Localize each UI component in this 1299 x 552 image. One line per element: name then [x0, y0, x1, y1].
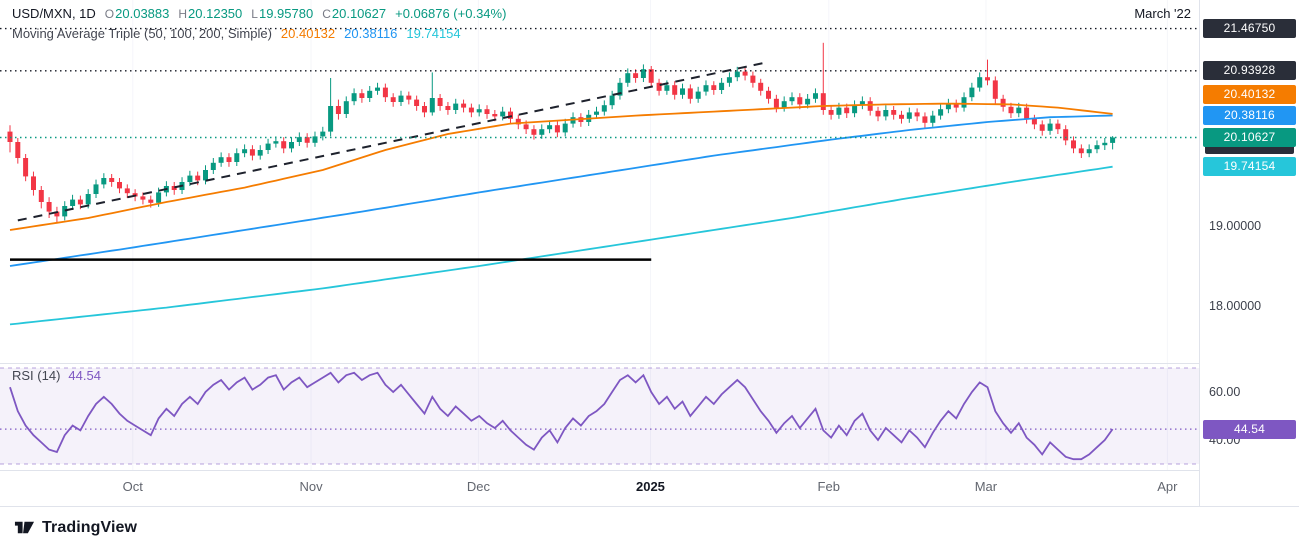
ohlc-low-label: L: [251, 7, 258, 21]
indicator-legend: Moving Average Triple (50, 100, 200, Sim…: [12, 26, 461, 41]
partially-hidden-price-badge: [1205, 145, 1294, 155]
rsi-legend: RSI (14) 44.54: [12, 368, 101, 383]
trendline[interactable]: [17, 61, 769, 222]
rsi-line: [9, 371, 1114, 461]
price-scale-badge: 20.10627: [1203, 128, 1296, 147]
price-scale-badge: 20.93928: [1203, 61, 1296, 81]
time-axis-label-apr: Apr: [1157, 479, 1178, 494]
price-scale-badge: 20.40132: [1203, 85, 1296, 104]
ohlc-close-label: C: [322, 7, 331, 21]
symbol-legend: USD/MXN, 1D O 20.03883 H 20.12350 L 19.9578…: [12, 6, 506, 21]
time-axis-label-oct: Oct: [122, 479, 143, 494]
tradingview-brand[interactable]: TradingView: [14, 517, 137, 538]
ohlc-open-label: O: [104, 7, 115, 21]
price-scale[interactable]: 19.00000 18.00000 60.00 40.00 21.46750 20.939…: [1200, 0, 1299, 506]
candlestick-series: [7, 42, 1116, 222]
ohlc-open: O 20.03883: [105, 6, 170, 21]
ohlc-close: C 20.10627: [322, 6, 386, 21]
pane-separator[interactable]: [0, 363, 1299, 364]
symbol-title[interactable]: USD/MXN, 1D: [12, 6, 96, 21]
ma100-line: [9, 114, 1113, 267]
time-axis-label-nov: Nov: [299, 479, 323, 494]
footer: TradingView: [0, 507, 1299, 552]
ohlc-low: L 19.95780: [251, 6, 313, 21]
price-scale-badge: 19.74154: [1203, 157, 1296, 177]
price-scale-badge: 20.38116: [1203, 106, 1296, 125]
ohlc-open-value: 20.03883: [115, 6, 170, 21]
chart-canvas[interactable]: [0, 0, 1199, 506]
time-axis-label-2025: 2025: [635, 479, 665, 494]
price-scale-badge: 21.46750: [1203, 19, 1296, 39]
ohlc-high: H 20.12350: [178, 6, 242, 21]
rsi-axis-label: 60.00: [1209, 385, 1241, 399]
rsi-band: [0, 368, 1199, 464]
rsi-current-value: 44.54: [68, 368, 101, 383]
time-axis-label-dec: Dec: [466, 479, 490, 494]
indicator-title[interactable]: Moving Average Triple (50, 100, 200, Sim…: [12, 26, 272, 41]
price-axis-label: 19.00000: [1209, 219, 1262, 233]
time-axis-label-mar: Mar: [974, 479, 998, 494]
change-value: +0.06876 (+0.34%): [395, 6, 507, 21]
tradingview-wordmark: TradingView: [42, 518, 138, 536]
time-axis-label-feb: Feb: [817, 479, 840, 494]
ohlc-high-label: H: [178, 7, 188, 21]
axis-separator: [0, 470, 1299, 471]
ma200-line: [9, 165, 1113, 326]
ma100-value: 20.38116: [344, 26, 398, 41]
ohlc-close-value: 20.10627: [331, 6, 387, 21]
ma200-value: 19.74154: [406, 26, 461, 41]
chart-plot-area[interactable]: [0, 0, 1199, 506]
rsi-title[interactable]: RSI (14): [12, 368, 61, 383]
chart-bottom-border: [0, 506, 1299, 507]
time-axis[interactable]: Oct Nov Dec 2025 Feb Mar Apr: [0, 470, 1199, 506]
tradingview-logo-icon: [14, 521, 35, 534]
date-annotation: March '22: [1134, 6, 1191, 21]
rsi-value-badge: 44.54: [1203, 419, 1296, 439]
ohlc-high-value: 20.12350: [188, 6, 243, 21]
ohlc-low-value: 19.95780: [258, 6, 314, 21]
price-scale-border: [1199, 0, 1200, 506]
price-axis-label: 18.00000: [1209, 299, 1262, 313]
ma50-line: [9, 102, 1113, 231]
ma50-value: 20.40132: [280, 26, 336, 41]
